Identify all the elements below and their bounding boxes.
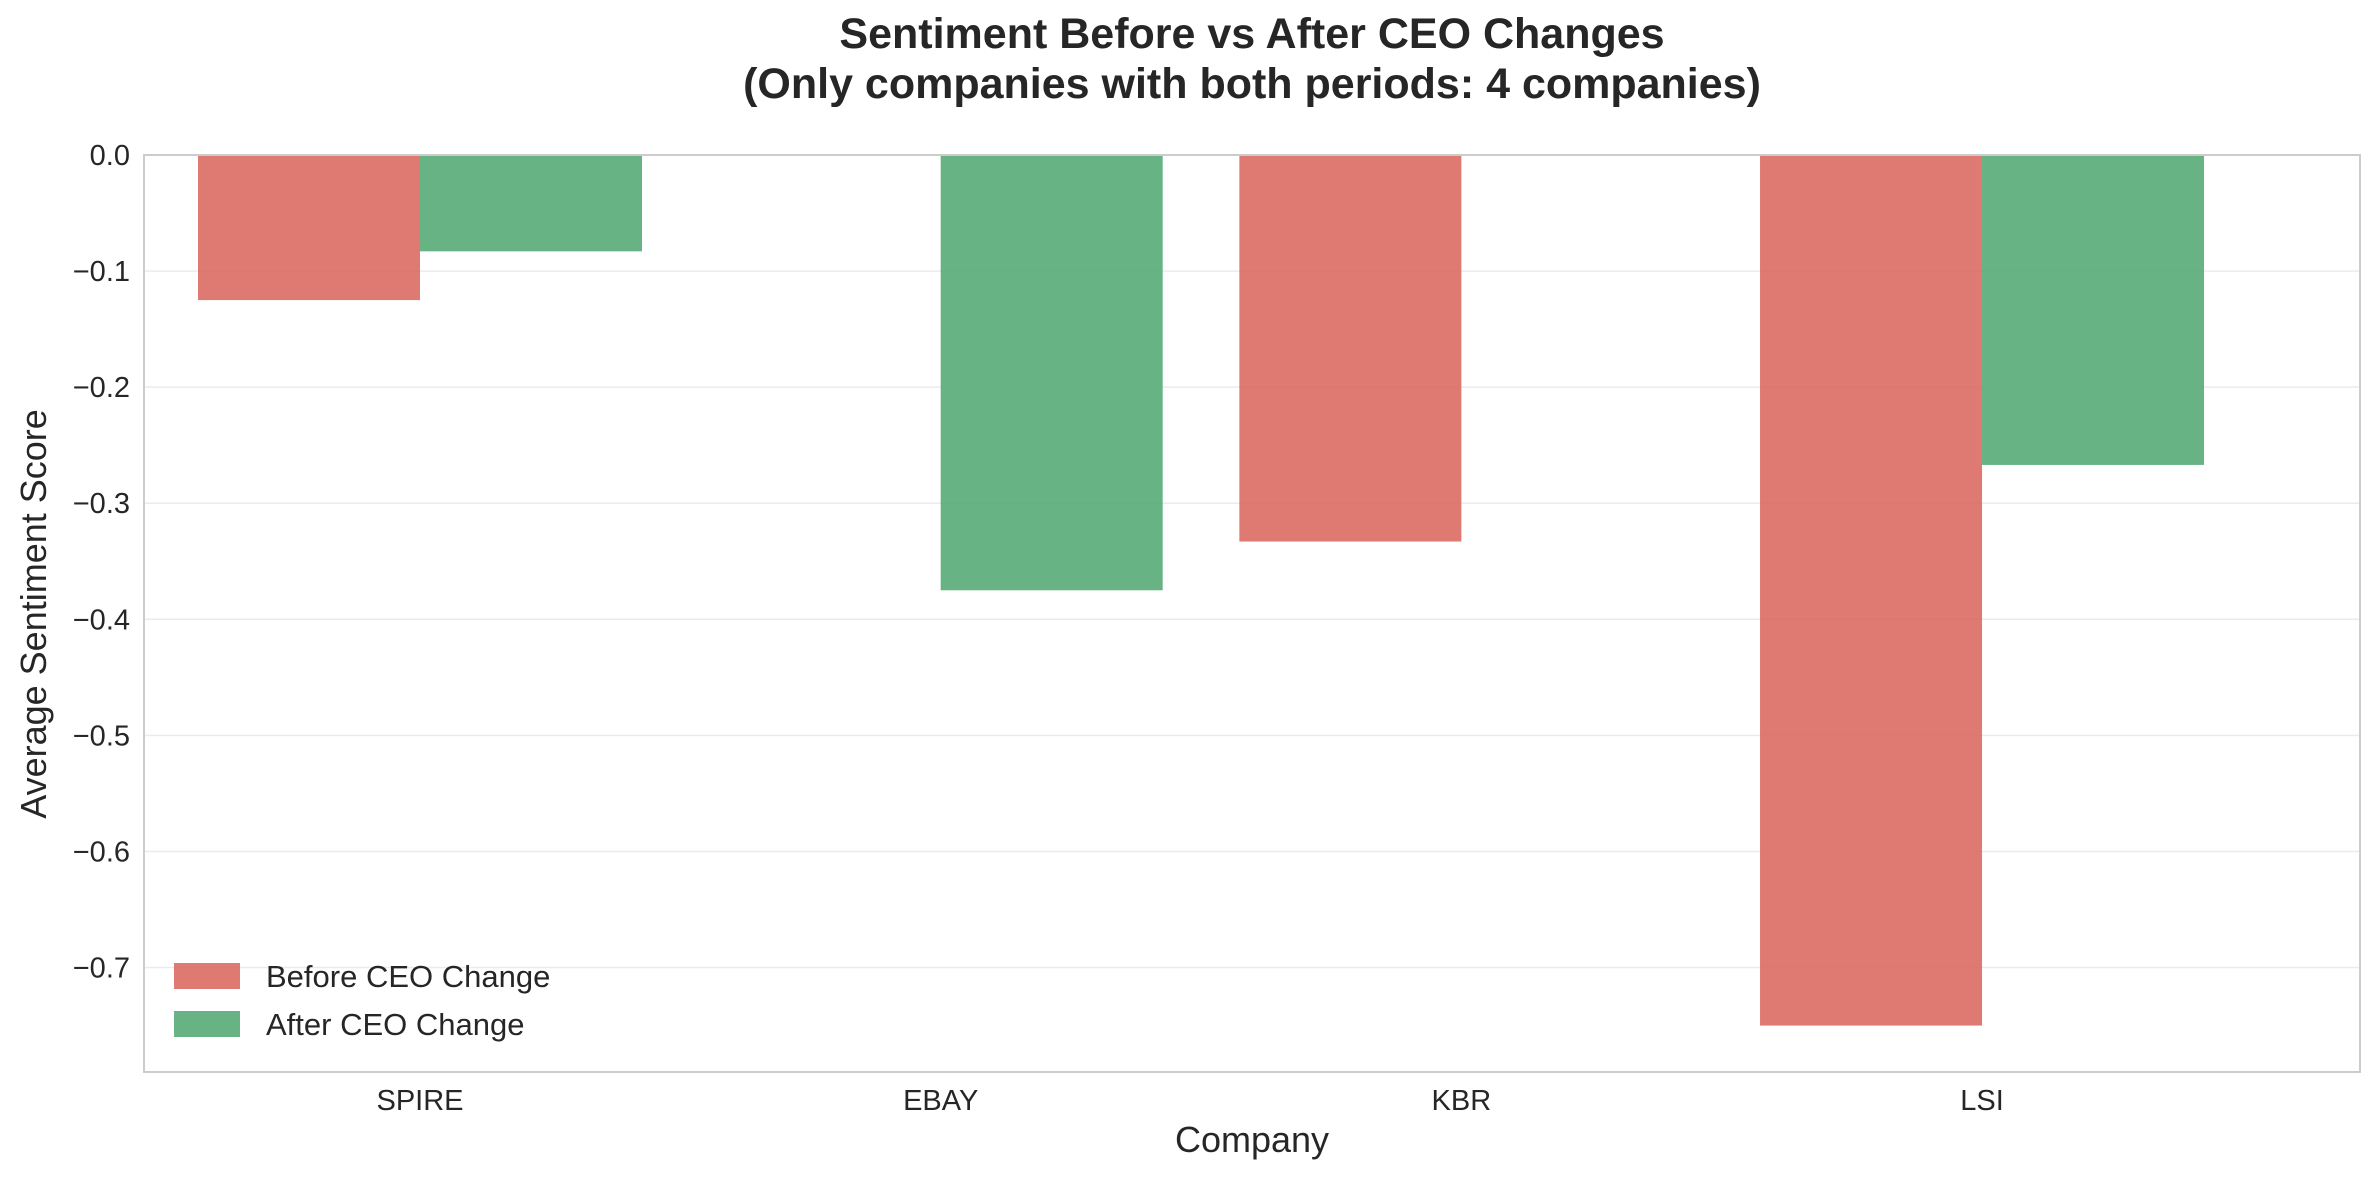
y-tick-label: −0.3 bbox=[73, 488, 130, 520]
bar-before-kbr bbox=[1239, 155, 1462, 542]
x-tick-label: KBR bbox=[1432, 1085, 1492, 1117]
legend-label: After CEO Change bbox=[266, 1007, 524, 1042]
y-axis-label: Average Sentiment Score bbox=[13, 409, 54, 819]
y-axis-ticks: 0.0 −0.1 −0.2 −0.3 −0.4 −0.5 −0.6 −0.7 bbox=[73, 140, 130, 985]
x-axis-ticks: SPIRE EBAY KBR LSI bbox=[376, 1085, 2003, 1117]
legend-swatch bbox=[174, 1011, 240, 1037]
legend-label: Before CEO Change bbox=[266, 959, 550, 994]
y-tick-label: 0.0 bbox=[90, 140, 130, 172]
bar-after-ebay bbox=[940, 155, 1163, 591]
bars bbox=[198, 155, 2205, 1026]
bar-before-spire bbox=[198, 155, 420, 301]
chart-title: Sentiment Before vs After CEO Changes bbox=[839, 10, 1664, 58]
x-tick-label: SPIRE bbox=[376, 1085, 463, 1117]
legend: Before CEO Change After CEO Change bbox=[174, 959, 550, 1042]
bar-before-lsi bbox=[1760, 155, 1983, 1026]
y-tick-label: −0.6 bbox=[73, 836, 130, 868]
chart-subtitle: (Only companies with both periods: 4 com… bbox=[743, 60, 1761, 108]
bar-after-lsi bbox=[1982, 155, 2205, 465]
plot-frame bbox=[143, 154, 2361, 1073]
y-tick-label: −0.4 bbox=[73, 604, 130, 636]
legend-swatch bbox=[174, 963, 240, 989]
y-tick-label: −0.5 bbox=[73, 720, 130, 752]
y-tick-label: −0.1 bbox=[73, 256, 130, 288]
y-tick-label: −0.7 bbox=[73, 953, 130, 985]
bar-after-spire bbox=[420, 155, 642, 252]
x-tick-label: EBAY bbox=[903, 1085, 978, 1117]
x-tick-label: LSI bbox=[1960, 1085, 2004, 1117]
y-tick-label: −0.2 bbox=[73, 372, 130, 404]
x-axis-label: Company bbox=[1175, 1119, 1329, 1160]
